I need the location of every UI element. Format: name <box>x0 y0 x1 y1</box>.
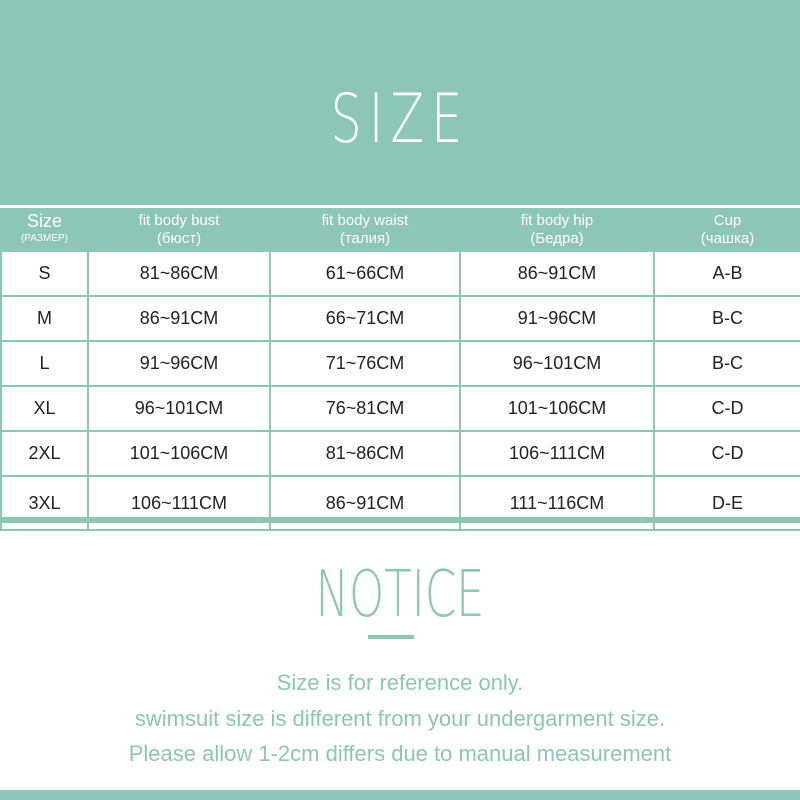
column-header: fit body waist (талия) <box>269 208 461 252</box>
table-row: M 86~91CM 66~71CM 91~96CM B-C <box>0 295 800 342</box>
table-cell: B-C <box>653 340 800 387</box>
table-cell: 86~91CM <box>87 295 271 342</box>
notice-title: NOTICE <box>315 558 485 632</box>
table-row: S 81~86CM 61~66CM 86~91CM A-B <box>0 250 800 297</box>
header-sublabel: (чашка) <box>700 230 755 247</box>
column-header: fit body hip (Бедра) <box>459 208 655 252</box>
table-cell: 96~101CM <box>87 385 271 432</box>
header-sublabel: (Бедра) <box>530 230 584 247</box>
notice-line: swimsuit size is different from your und… <box>134 706 666 731</box>
header-label: Size <box>26 211 62 231</box>
divider <box>0 517 800 523</box>
table-cell: 106~111CM <box>459 430 655 477</box>
table-cell: 91~96CM <box>87 340 271 387</box>
table-cell: 86~91CM <box>459 250 655 297</box>
table-cell: XL <box>0 385 89 432</box>
table-cell: 2XL <box>0 430 89 477</box>
table-cell: 91~96CM <box>459 295 655 342</box>
notice-line: Please allow 1-2cm differs due to manual… <box>128 741 672 766</box>
table-cell: C-D <box>653 385 800 432</box>
table-row: XL 96~101CM 76~81CM 101~106CM C-D <box>0 385 800 432</box>
page-title: SIZE <box>330 80 470 159</box>
table-cell: M <box>0 295 89 342</box>
table-cell: 81~86CM <box>87 250 271 297</box>
header-label: fit body waist <box>321 212 409 229</box>
table-row: 2XL 101~106CM 81~86CM 106~111CM C-D <box>0 430 800 477</box>
header-sublabel: (талия) <box>339 230 391 247</box>
table-cell: B-C <box>653 295 800 342</box>
table-row: L 91~96CM 71~76CM 96~101CM B-C <box>0 340 800 387</box>
column-header: Size (РАЗМЕР) <box>0 208 89 252</box>
table-cell: 96~101CM <box>459 340 655 387</box>
notice-underline <box>368 635 414 639</box>
header-label: fit body bust <box>138 212 220 229</box>
header-label: fit body hip <box>520 212 594 229</box>
table-cell: 76~81CM <box>269 385 461 432</box>
table-cell: 66~71CM <box>269 295 461 342</box>
header-banner <box>0 0 800 205</box>
notice-line: Size is for reference only. <box>276 670 524 695</box>
size-table: Size (РАЗМЕР) fit body bust (бюст) fit body … <box>0 208 800 531</box>
header-sublabel: (бюст) <box>156 230 202 247</box>
table-header-row: Size (РАЗМЕР) fit body bust (бюст) fit body … <box>0 208 800 252</box>
table-cell: 101~106CM <box>459 385 655 432</box>
table-cell: A-B <box>653 250 800 297</box>
column-header: Cup (чашка) <box>653 208 800 252</box>
table-cell: C-D <box>653 430 800 477</box>
table-cell: L <box>0 340 89 387</box>
divider <box>0 205 800 208</box>
column-header: fit body bust (бюст) <box>87 208 271 252</box>
table-cell: 71~76CM <box>269 340 461 387</box>
table-cell: 61~66CM <box>269 250 461 297</box>
header-label: Cup <box>713 212 742 229</box>
table-cell: 101~106CM <box>87 430 271 477</box>
header-sublabel: (РАЗМЕР) <box>21 233 68 244</box>
footer-bar <box>0 790 800 800</box>
table-cell: S <box>0 250 89 297</box>
table-cell: 81~86CM <box>269 430 461 477</box>
